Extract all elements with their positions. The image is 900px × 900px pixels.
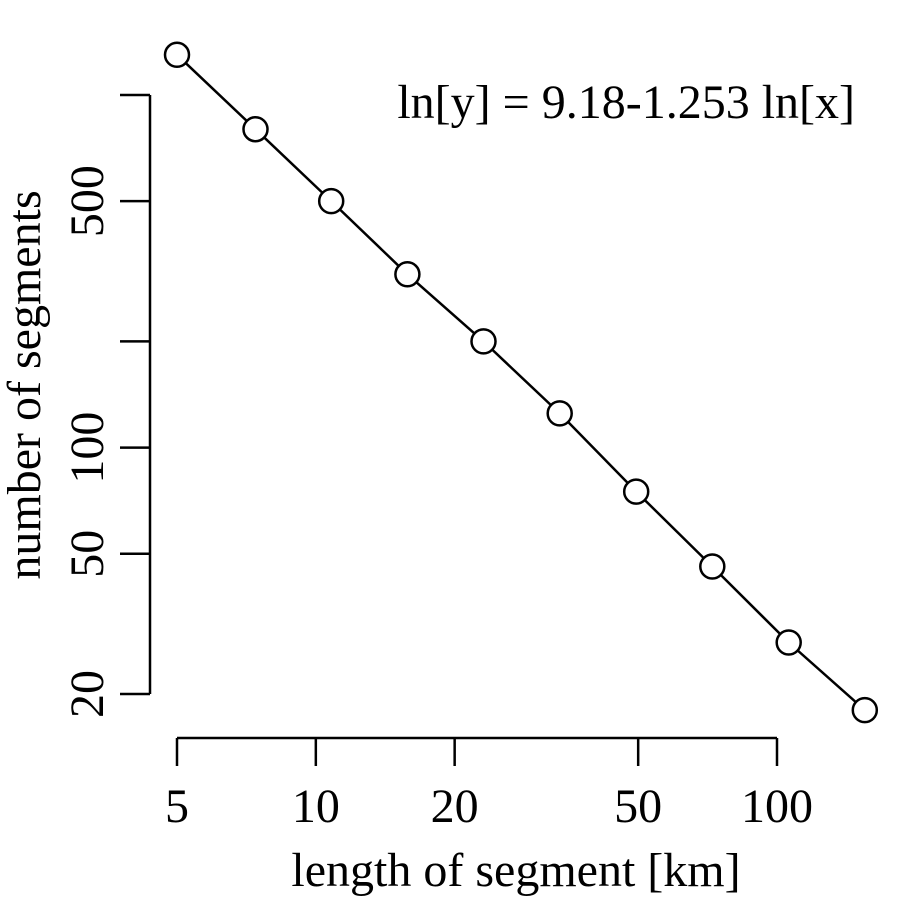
y-tick-label: 50 — [61, 530, 114, 578]
y-tick-label: 500 — [61, 165, 114, 237]
x-tick-label: 10 — [292, 780, 340, 833]
x-axis-title: length of segment [km] — [291, 844, 740, 897]
x-tick-label: 20 — [431, 780, 479, 833]
data-point — [546, 400, 573, 427]
series — [163, 41, 879, 724]
data-point — [622, 478, 650, 505]
x-tick-label: 5 — [165, 780, 189, 833]
data-point — [163, 41, 191, 69]
data-point — [242, 115, 269, 143]
y-axis-title: number of segments — [0, 190, 51, 579]
y-tick-label: 20 — [61, 670, 114, 718]
y-axis: 20 50 100 500 — [61, 93, 152, 718]
data-point — [317, 187, 345, 215]
data-point — [394, 261, 421, 288]
chart-annotation: ln[y] = 9.18-1.253 ln[x] — [397, 76, 855, 129]
series-line — [176, 53, 866, 712]
data-point — [851, 696, 879, 724]
x-tick-label: 50 — [614, 780, 662, 833]
data-point — [699, 553, 726, 580]
x-axis: 5 10 20 50 100 — [165, 736, 813, 833]
x-tick-label: 100 — [741, 780, 813, 833]
y-tick-label: 100 — [61, 412, 114, 484]
data-point — [775, 629, 802, 656]
data-point — [470, 328, 497, 355]
